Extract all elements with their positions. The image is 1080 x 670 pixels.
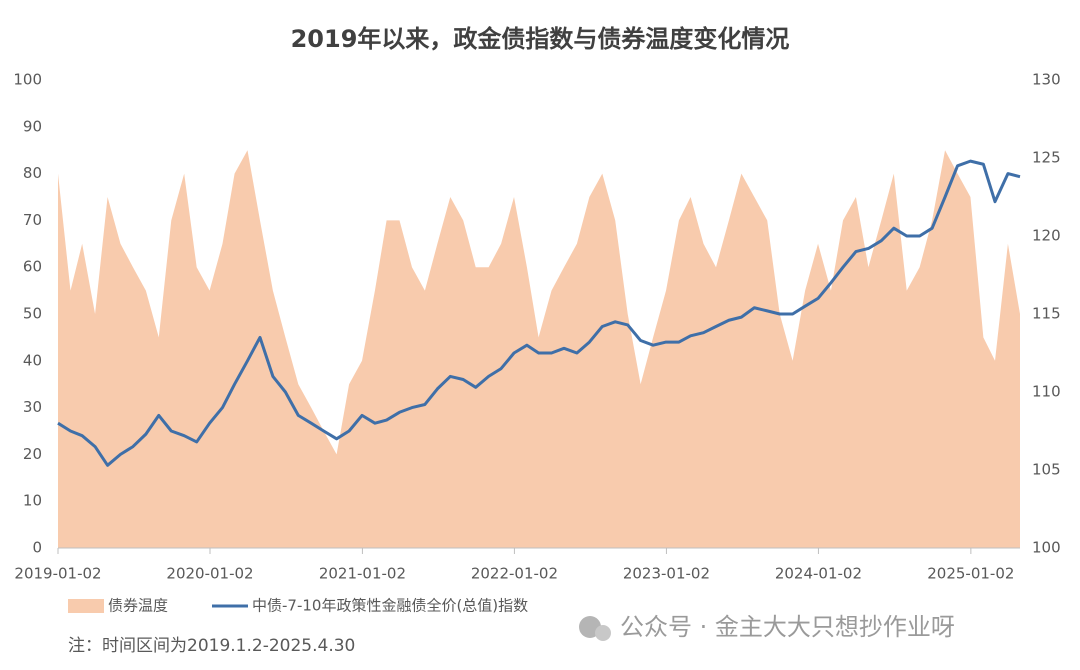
y2-tick-label: 100 bbox=[1032, 539, 1061, 557]
plot-area: 2019-01-02 2020-01-02 2021-01-02 2022-01-02… bbox=[13, 71, 1060, 583]
y-tick-label: 30 bbox=[23, 398, 42, 416]
y-tick-label: 10 bbox=[23, 492, 42, 510]
line bbox=[57, 159, 1021, 467]
y-tick-label: 100 bbox=[13, 71, 42, 89]
x-tick-label: 2019-01-02 bbox=[14, 565, 101, 583]
y-tick-label: 60 bbox=[23, 258, 42, 276]
y2-tick-label: 110 bbox=[1032, 383, 1061, 401]
y2-tick-label: 130 bbox=[1032, 71, 1061, 89]
y2-tick-label: 125 bbox=[1032, 149, 1061, 167]
y-tick-label: 0 bbox=[32, 539, 42, 557]
watermark: 公众号 · 金主大大只想抄作业呀 bbox=[620, 613, 955, 641]
area bbox=[58, 150, 1020, 548]
legend-label: 债券温度 bbox=[108, 597, 168, 615]
y2-tick-label: 120 bbox=[1032, 227, 1061, 245]
y-tick-label: 50 bbox=[23, 305, 42, 323]
x-tick-label: 2025-01-02 bbox=[927, 565, 1014, 583]
y2-tick-label: 105 bbox=[1032, 461, 1061, 479]
x-tick-label: 2024-01-02 bbox=[775, 565, 862, 583]
x-tick-label: 2022-01-02 bbox=[471, 565, 558, 583]
x-tick-label: 2020-01-02 bbox=[166, 565, 253, 583]
y-tick-label: 90 bbox=[23, 117, 42, 135]
y2-tick-label: 115 bbox=[1032, 305, 1061, 323]
x-tick-label: 2021-01-02 bbox=[319, 565, 406, 583]
watermark-icon bbox=[595, 625, 611, 641]
x-tick-label: 2023-01-02 bbox=[623, 565, 710, 583]
y-tick-label: 70 bbox=[23, 211, 42, 229]
y-tick-label: 20 bbox=[23, 445, 42, 463]
chart-title: 2019年以来，政金债指数与债券温度变化情况 bbox=[291, 25, 790, 53]
y-tick-label: 40 bbox=[23, 351, 42, 369]
note: 注：时间区间为2019.1.2-2025.4.30 bbox=[68, 636, 355, 656]
y-tick-label: 80 bbox=[23, 164, 42, 182]
legend-label: 中债-7-10年政策性金融债全价(总值)指数 bbox=[252, 597, 528, 615]
legend-swatch bbox=[68, 599, 104, 613]
